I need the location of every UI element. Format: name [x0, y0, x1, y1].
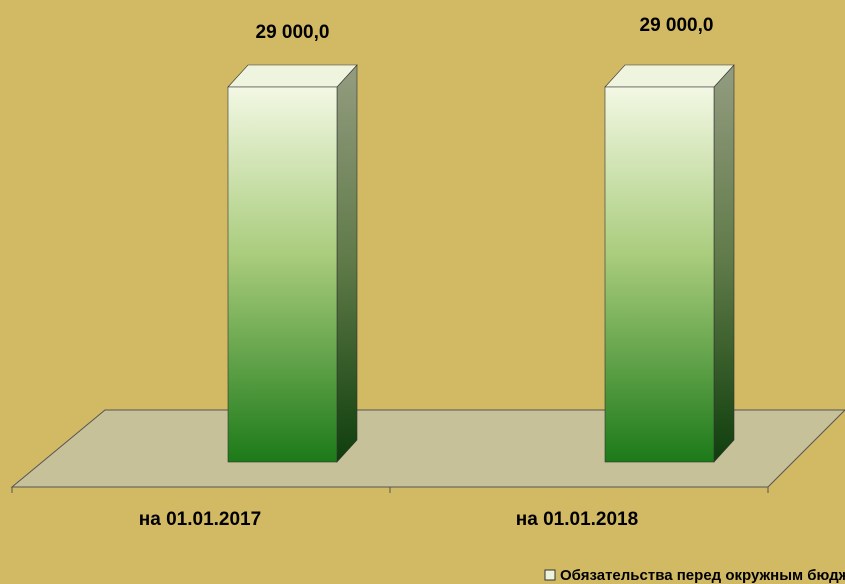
axis-ticks	[11, 487, 769, 493]
bar-side	[713, 64, 735, 463]
bar-top	[227, 64, 358, 88]
bar-top	[604, 64, 735, 88]
x-tick-label: на 01.01.2018	[516, 509, 638, 530]
legend-label: Обязательства перед окружным бюджетом	[560, 567, 845, 584]
bar	[604, 86, 715, 463]
x-tick-label: на 01.01.2017	[139, 509, 261, 530]
data-label: 29 000,0	[640, 15, 714, 36]
legend-swatch	[544, 569, 556, 581]
bar-side	[336, 64, 358, 463]
data-label: 29 000,0	[256, 22, 330, 43]
bar	[227, 86, 338, 463]
